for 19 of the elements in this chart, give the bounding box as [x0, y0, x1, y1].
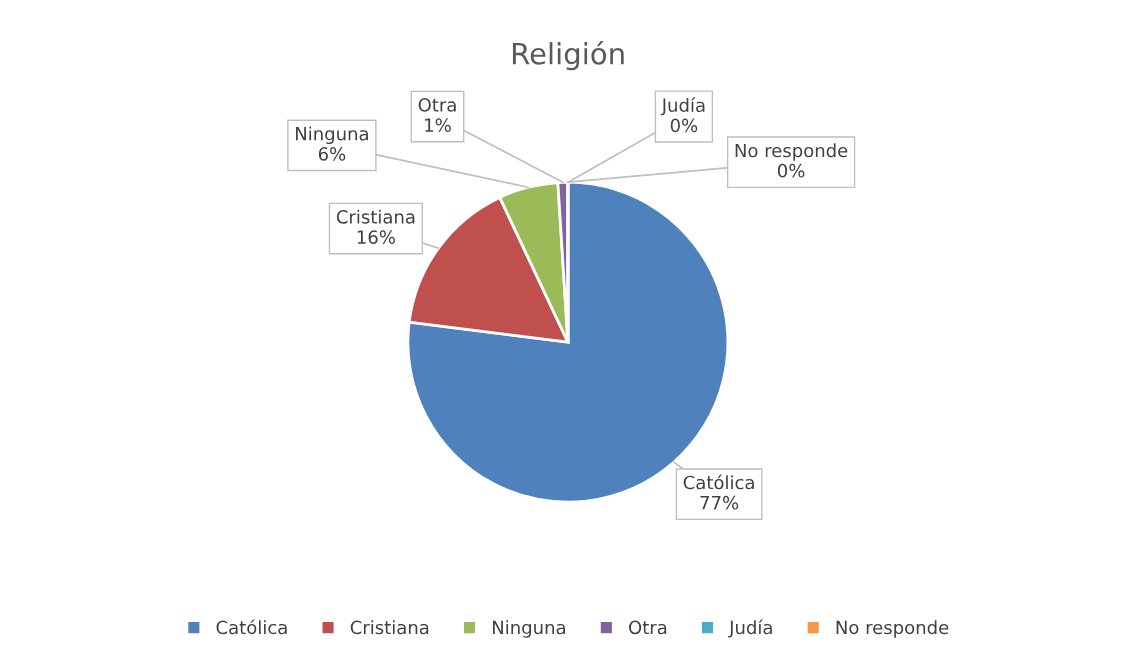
data-label: 16% [357, 230, 395, 244]
chart-title: Religión [512, 40, 624, 71]
slice-label: Cristiana [336, 209, 415, 224]
slice-label: Ninguna [295, 126, 368, 145]
slice-label: Católica [683, 474, 754, 490]
legend-label: Católica [216, 619, 287, 635]
legend-label: Judía [728, 619, 772, 638]
text: 0% [670, 118, 698, 133]
slice-label: Otra [418, 98, 456, 112]
legend-label: Ninguna [493, 620, 565, 638]
data-label: 1% [425, 118, 451, 132]
data-label: 77% [700, 495, 739, 510]
legend-label: Otra [629, 620, 667, 635]
legend-label: Cristiana [350, 620, 429, 635]
category-label: No responde [735, 143, 848, 161]
legend-label: No responde [836, 620, 949, 638]
category-label: Judía [660, 97, 705, 116]
text: 0% [777, 163, 805, 178]
data-label: 6% [318, 147, 346, 161]
